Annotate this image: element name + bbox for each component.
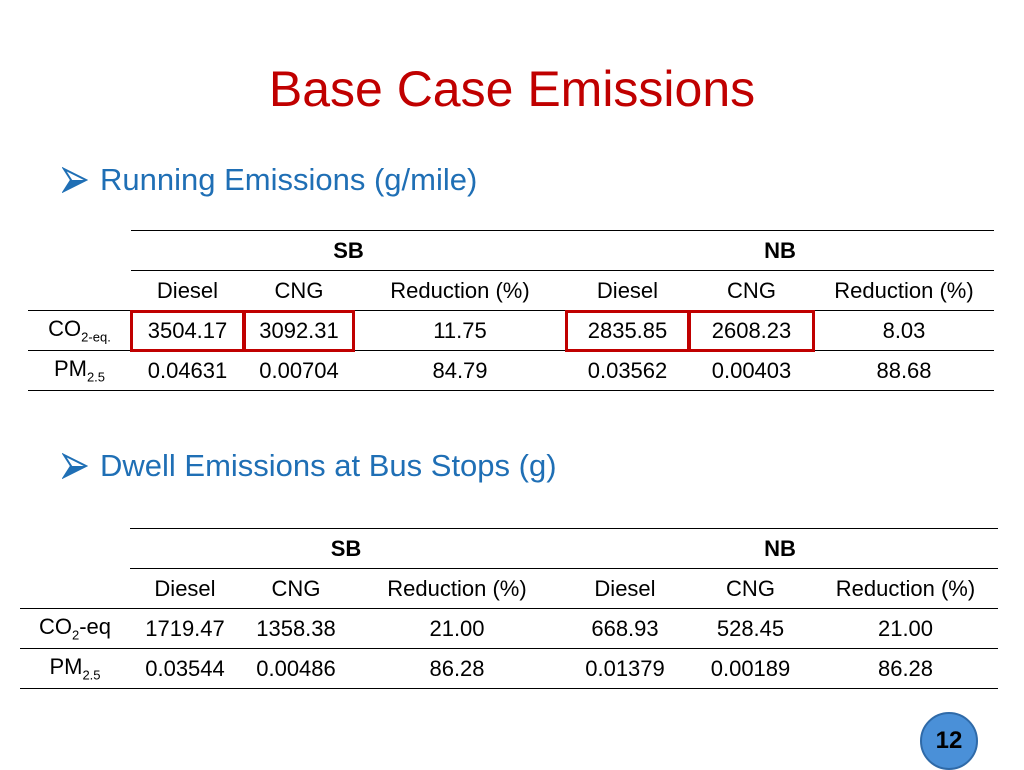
row-label: PM2.5 <box>53 356 106 385</box>
table-row: CO2-eq 1719.47 1358.38 21.00 668.93 528.… <box>20 609 998 649</box>
highlighted-cell: 2608.23 <box>688 309 815 352</box>
table-cell: 668.93 <box>591 615 659 641</box>
table-row: CO2-eq. 3504.17 3092.31 11.75 2835.85 26… <box>28 309 994 352</box>
table-cell: 84.79 <box>432 357 488 383</box>
row-label: CO2-eq <box>38 614 112 643</box>
col-header: Diesel <box>566 270 689 311</box>
dwell-heading-text: Dwell Emissions at Bus Stops (g) <box>100 448 557 483</box>
table-cell: 0.00403 <box>711 357 792 383</box>
group-header-nb: NB <box>562 528 998 569</box>
arrow-bullet-icon <box>62 166 88 193</box>
table-cell: 8.03 <box>882 317 926 343</box>
slide-title: Base Case Emissions <box>268 61 756 117</box>
col-header: Reduction (%) <box>352 568 562 609</box>
table-cell: 0.04631 <box>147 357 228 383</box>
table-row: PM2.5 0.04631 0.00704 84.79 0.03562 0.00… <box>28 351 994 391</box>
table-cell: 21.00 <box>877 615 934 641</box>
highlighted-cell: 2835.85 <box>565 309 690 352</box>
dwell-emissions-table: SB NB Diesel CNG Reduction (%) Diesel CN… <box>20 528 998 689</box>
row-label: PM2.5 <box>49 654 101 683</box>
table-cell: 0.03562 <box>587 357 668 383</box>
table-cell: 21.00 <box>429 615 485 641</box>
highlighted-cell: 3092.31 <box>243 309 355 352</box>
col-header: Diesel <box>130 568 240 609</box>
group-header-nb: NB <box>566 230 994 271</box>
col-header: CNG <box>244 270 354 311</box>
table-cell: 0.01379 <box>585 655 665 681</box>
table-cell: 86.28 <box>429 655 485 681</box>
group-header-sb: SB <box>130 528 562 569</box>
col-header: Reduction (%) <box>813 568 998 609</box>
table-cell: 88.68 <box>876 357 932 383</box>
dwell-heading: Dwell Emissions at Bus Stops (g) <box>62 450 557 481</box>
col-header: CNG <box>689 270 814 311</box>
table-cell: 1719.47 <box>145 615 225 641</box>
table-cell: 0.03544 <box>145 655 225 681</box>
col-header: CNG <box>240 568 352 609</box>
col-header: Reduction (%) <box>354 270 566 311</box>
page-number-badge: 12 <box>920 712 978 770</box>
table-row: PM2.5 0.03544 0.00486 86.28 0.01379 0.00… <box>20 649 998 689</box>
running-heading-text: Running Emissions (g/mile) <box>100 162 478 197</box>
running-emissions-table: SB NB Diesel CNG Reduction (%) Diesel CN… <box>28 230 994 391</box>
row-label: CO2-eq. <box>48 316 111 345</box>
col-header: Diesel <box>562 568 688 609</box>
group-header-sb: SB <box>131 230 566 271</box>
table-cell: 86.28 <box>877 655 934 681</box>
col-header: CNG <box>688 568 813 609</box>
table-cell: 11.75 <box>433 317 487 343</box>
table-cell: 1358.38 <box>256 615 336 641</box>
highlighted-cell: 3504.17 <box>130 309 245 352</box>
arrow-bullet-icon <box>62 452 88 479</box>
table-cell: 0.00486 <box>256 655 336 681</box>
table-cell: 0.00189 <box>710 655 791 681</box>
col-header: Reduction (%) <box>814 270 994 311</box>
col-header: Diesel <box>131 270 244 311</box>
table-cell: 528.45 <box>716 615 785 641</box>
table-cell: 0.00704 <box>259 357 339 383</box>
running-heading: Running Emissions (g/mile) <box>62 164 477 195</box>
